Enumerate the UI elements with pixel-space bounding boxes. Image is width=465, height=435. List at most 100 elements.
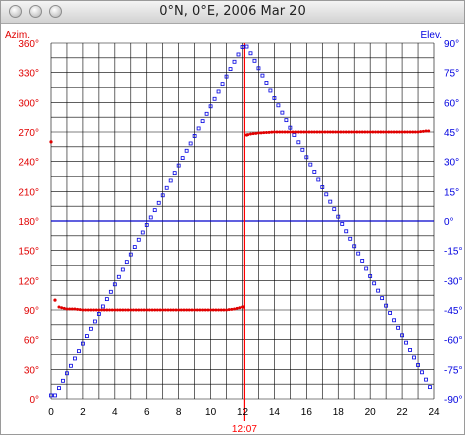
azimuth-point (347, 130, 351, 134)
left-tick-label: 240° (18, 158, 39, 169)
azimuth-point (254, 131, 258, 135)
azimuth-point (100, 308, 104, 312)
elevation-point (108, 289, 113, 294)
elevation-point (372, 281, 377, 286)
elevation-point (256, 66, 261, 71)
azimuth-point (235, 306, 239, 310)
elevation-point (300, 147, 305, 152)
elevation-point (332, 207, 337, 212)
azimuth-point (413, 130, 417, 134)
azimuth-point (227, 308, 231, 312)
azimuth-point (244, 133, 249, 137)
azimuth-point (339, 130, 343, 134)
azimuth-point (131, 308, 135, 312)
elevation-point (312, 170, 317, 174)
elevation-point (184, 148, 189, 153)
azimuth-point (381, 130, 385, 134)
azimuth-point (166, 308, 170, 312)
elevation-point (240, 45, 245, 49)
left-tick-label: 30° (24, 365, 39, 376)
azimuth-point (145, 308, 149, 312)
azimuth-point (315, 130, 319, 134)
elevation-point (336, 214, 341, 219)
left-tick-label: 0° (29, 395, 39, 406)
elevation-point (304, 155, 309, 160)
x-tick-label: 4 (112, 407, 118, 418)
right-tick-label: 60° (444, 98, 459, 109)
elevation-point (200, 119, 205, 124)
x-tick-label: 14 (269, 407, 281, 418)
left-tick-label: 90° (24, 306, 39, 317)
azimuth-point (294, 130, 298, 134)
right-tick-label: 90° (444, 39, 459, 50)
azimuth-point (350, 130, 354, 134)
azimuth-point (169, 308, 173, 312)
azimuth-point (92, 308, 96, 312)
right-tick-label: -60° (444, 336, 462, 347)
azimuth-point (376, 130, 380, 134)
azimuth-point (384, 130, 388, 134)
elevation-point (224, 74, 229, 79)
elevation-point (61, 378, 65, 383)
azimuth-point (318, 130, 322, 134)
azimuth-point (397, 130, 401, 134)
azimuth-point (65, 307, 69, 311)
azimuth-point (86, 308, 90, 312)
azimuth-point (203, 308, 207, 312)
close-button[interactable] (9, 5, 22, 18)
azimuth-point (179, 308, 183, 312)
azimuth-point (291, 130, 295, 134)
elevation-point (412, 355, 416, 360)
azimuth-point (193, 308, 197, 312)
azimuth-point (108, 308, 112, 312)
azimuth-point (264, 130, 268, 134)
azimuth-point (102, 308, 106, 312)
azimuth-point (89, 308, 93, 312)
elevation-point (280, 110, 285, 115)
azimuth-point (126, 308, 130, 312)
left-tick-label: 120° (18, 276, 39, 287)
elevation-series (49, 44, 432, 398)
azimuth-point (405, 130, 409, 134)
azimuth-point (400, 130, 404, 134)
elevation-point (416, 363, 420, 367)
azimuth-point (312, 130, 316, 134)
azimuth-point (358, 130, 362, 134)
elevation-point (420, 370, 424, 375)
elevation-point (144, 223, 149, 227)
azimuth-point (217, 308, 221, 312)
azimuth-point (201, 308, 205, 312)
elevation-point (140, 230, 145, 235)
elevation-point (396, 325, 400, 330)
azimuth-point (150, 308, 154, 312)
azimuth-point (366, 130, 370, 134)
elevation-point (65, 371, 69, 376)
azimuth-point (392, 130, 396, 134)
elevation-point (428, 385, 432, 390)
azimuth-point (174, 308, 178, 312)
elevation-point (308, 162, 313, 167)
azimuth-point (182, 308, 186, 312)
right-tick-label: -90° (444, 395, 462, 406)
elevation-point (120, 267, 125, 272)
elevation-point (112, 282, 117, 287)
elevation-point (92, 319, 97, 324)
left-tick-label: 360° (18, 39, 39, 50)
azimuth-point (190, 308, 194, 312)
azimuth-point (251, 132, 255, 136)
azimuth-point (299, 130, 303, 134)
elevation-point (264, 81, 269, 85)
elevation-point (252, 58, 257, 63)
right-tick-label: 0° (444, 217, 454, 228)
azimuth-point (259, 131, 263, 135)
azimuth-point (248, 132, 252, 136)
azimuth-series (49, 129, 431, 312)
x-tick-label: 10 (205, 407, 217, 418)
elevation-point (136, 237, 141, 242)
azimuth-point (304, 130, 308, 134)
elevation-point (408, 348, 412, 352)
right-tick-label: 45° (444, 128, 459, 139)
elevation-point (192, 134, 197, 138)
minimize-button[interactable] (29, 5, 42, 18)
zoom-button[interactable] (49, 5, 62, 18)
